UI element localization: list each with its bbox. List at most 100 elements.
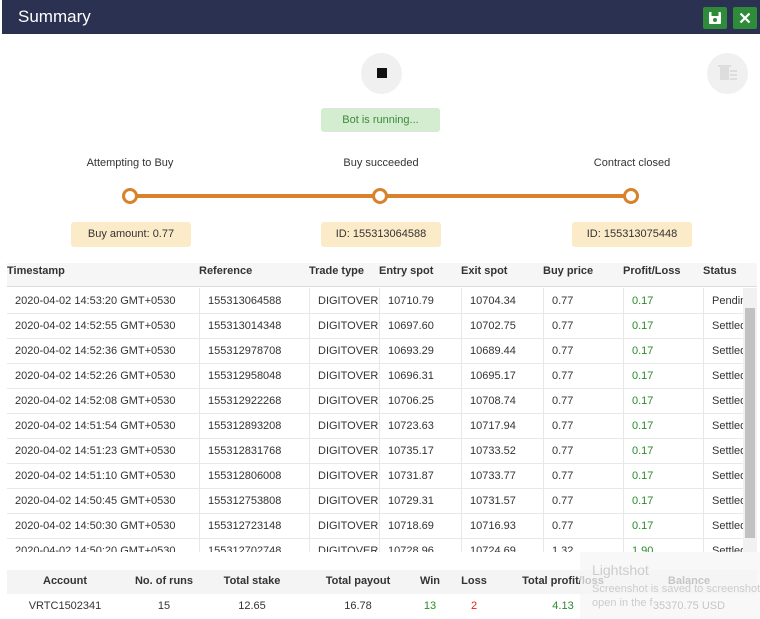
step-info: ID: 155313075448: [572, 222, 692, 247]
table-cell: 155312922268: [199, 388, 309, 413]
table-cell: Pending: [703, 288, 743, 313]
table-cell: 10693.29: [379, 338, 461, 363]
table-cell: DIGITOVER: [309, 313, 379, 338]
table-cell: DIGITOVER: [309, 513, 379, 538]
save-button[interactable]: [703, 7, 727, 29]
summary-value: 15: [157, 600, 171, 612]
status-badge: Bot is running...: [321, 108, 440, 132]
table-cell: DIGITOVER: [309, 438, 379, 463]
table-cell: Settled: [703, 413, 743, 438]
step-dot: [122, 188, 138, 204]
summary-value: VRTC1502341: [28, 600, 102, 612]
table-row: 2020-04-02 14:53:20 GMT+0530 155313064588…: [7, 288, 743, 314]
notification-text: Screenshot is saved to screenshot: [592, 583, 760, 595]
summary-header: Account: [43, 575, 87, 587]
stop-icon: [377, 68, 387, 78]
table-cell: 1.90: [623, 538, 703, 552]
clear-button[interactable]: [707, 53, 748, 94]
table-cell: 10733.77: [461, 463, 543, 488]
table-cell: 10695.17: [461, 363, 543, 388]
table-cell: Settled: [703, 538, 743, 552]
table-cell: 0.77: [543, 288, 623, 313]
notification-title: Lightshot: [592, 562, 649, 578]
table-cell: 0.17: [623, 488, 703, 513]
table-cell: 2020-04-02 14:50:30 GMT+0530: [15, 520, 176, 532]
table-cell: 10731.57: [461, 488, 543, 513]
scrollbar-thumb[interactable]: [745, 308, 755, 538]
table-cell: Settled: [703, 488, 743, 513]
table-cell: 155312831768: [199, 438, 309, 463]
table-cell: Settled: [703, 363, 743, 388]
step-label: Attempting to Buy: [86, 157, 174, 169]
summary-header: Win: [419, 575, 441, 587]
table-cell: 0.77: [543, 488, 623, 513]
table-cell: 10708.74: [461, 388, 543, 413]
table-cell: 2020-04-02 14:52:26 GMT+0530: [15, 370, 176, 382]
table-cell: 0.17: [623, 413, 703, 438]
table-cell: 0.77: [543, 313, 623, 338]
summary-value: 12.65: [238, 600, 266, 612]
table-cell: 0.77: [543, 388, 623, 413]
column-header: Trade type: [309, 265, 365, 277]
notification-text: open in the f: [592, 597, 653, 609]
table-cell: 0.17: [623, 288, 703, 313]
column-header: Exit spot: [461, 265, 508, 277]
table-cell: 10723.63: [379, 413, 461, 438]
table-cell: 2020-04-02 14:52:55 GMT+0530: [15, 320, 176, 332]
table-row: 2020-04-02 14:51:54 GMT+0530 155312893208…: [7, 413, 743, 439]
table-cell: 0.77: [543, 513, 623, 538]
table-cell: 2020-04-02 14:50:45 GMT+0530: [15, 495, 176, 507]
table-cell: 10716.93: [461, 513, 543, 538]
table-cell: DIGITOVER: [309, 413, 379, 438]
notification[interactable]: Lightshot Screenshot is saved to screens…: [580, 552, 760, 619]
table-row: 2020-04-02 14:50:30 GMT+0530 155312723148…: [7, 513, 743, 539]
table-cell: 10731.87: [379, 463, 461, 488]
table-cell: Settled: [703, 463, 743, 488]
table-cell: 10704.34: [461, 288, 543, 313]
table-cell: DIGITOVER: [309, 388, 379, 413]
table-cell: 0.17: [623, 463, 703, 488]
table-cell: Settled: [703, 513, 743, 538]
table-cell: 0.77: [543, 363, 623, 388]
table-cell: DIGITOVER: [309, 288, 379, 313]
table-cell: 10718.69: [379, 513, 461, 538]
step-dot: [372, 188, 388, 204]
progress-track: [122, 188, 639, 204]
summary-header: Total payout: [325, 575, 391, 587]
table-row: 2020-04-02 14:50:20 GMT+0530 155312702748…: [7, 538, 743, 552]
stop-button[interactable]: [361, 53, 402, 94]
column-header: Buy price: [543, 265, 594, 277]
step-dot: [623, 188, 639, 204]
step-label: Contract closed: [593, 157, 671, 169]
table-cell: 10697.60: [379, 313, 461, 338]
table-cell: 10728.96: [379, 538, 461, 552]
table-cell: Settled: [703, 338, 743, 363]
table-cell: 2020-04-02 14:53:20 GMT+0530: [15, 295, 176, 307]
table-cell: 155312723148: [199, 513, 309, 538]
table-cell: 10724.69: [461, 538, 543, 552]
clear-icon: [718, 65, 737, 80]
table-cell: 2020-04-02 14:50:20 GMT+0530: [15, 545, 176, 552]
table-cell: 10689.44: [461, 338, 543, 363]
table-row: 2020-04-02 14:52:55 GMT+0530 155313014348…: [7, 313, 743, 339]
save-icon: [709, 12, 721, 24]
table-cell: 2020-04-02 14:52:08 GMT+0530: [15, 395, 176, 407]
summary-header: Loss: [461, 575, 487, 587]
table-row: 2020-04-02 14:52:08 GMT+0530 155312922268…: [7, 388, 743, 414]
close-icon: [739, 12, 751, 24]
table-cell: DIGITOVER: [309, 488, 379, 513]
table-cell: 155312978708: [199, 338, 309, 363]
table-cell: 2020-04-02 14:51:54 GMT+0530: [15, 420, 176, 432]
table-cell: 10702.75: [461, 313, 543, 338]
close-button[interactable]: [733, 7, 757, 29]
table-cell: 0.77: [543, 463, 623, 488]
table-cell: 10706.25: [379, 388, 461, 413]
step-info: ID: 155313064588: [321, 222, 441, 247]
summary-header: Total stake: [223, 575, 281, 587]
table-cell: 10733.52: [461, 438, 543, 463]
table-cell: 10729.31: [379, 488, 461, 513]
table-cell: 0.77: [543, 413, 623, 438]
column-header: Entry spot: [379, 265, 434, 277]
table-row: 2020-04-02 14:52:26 GMT+0530 155312958048…: [7, 363, 743, 389]
title: Summary: [18, 7, 91, 26]
